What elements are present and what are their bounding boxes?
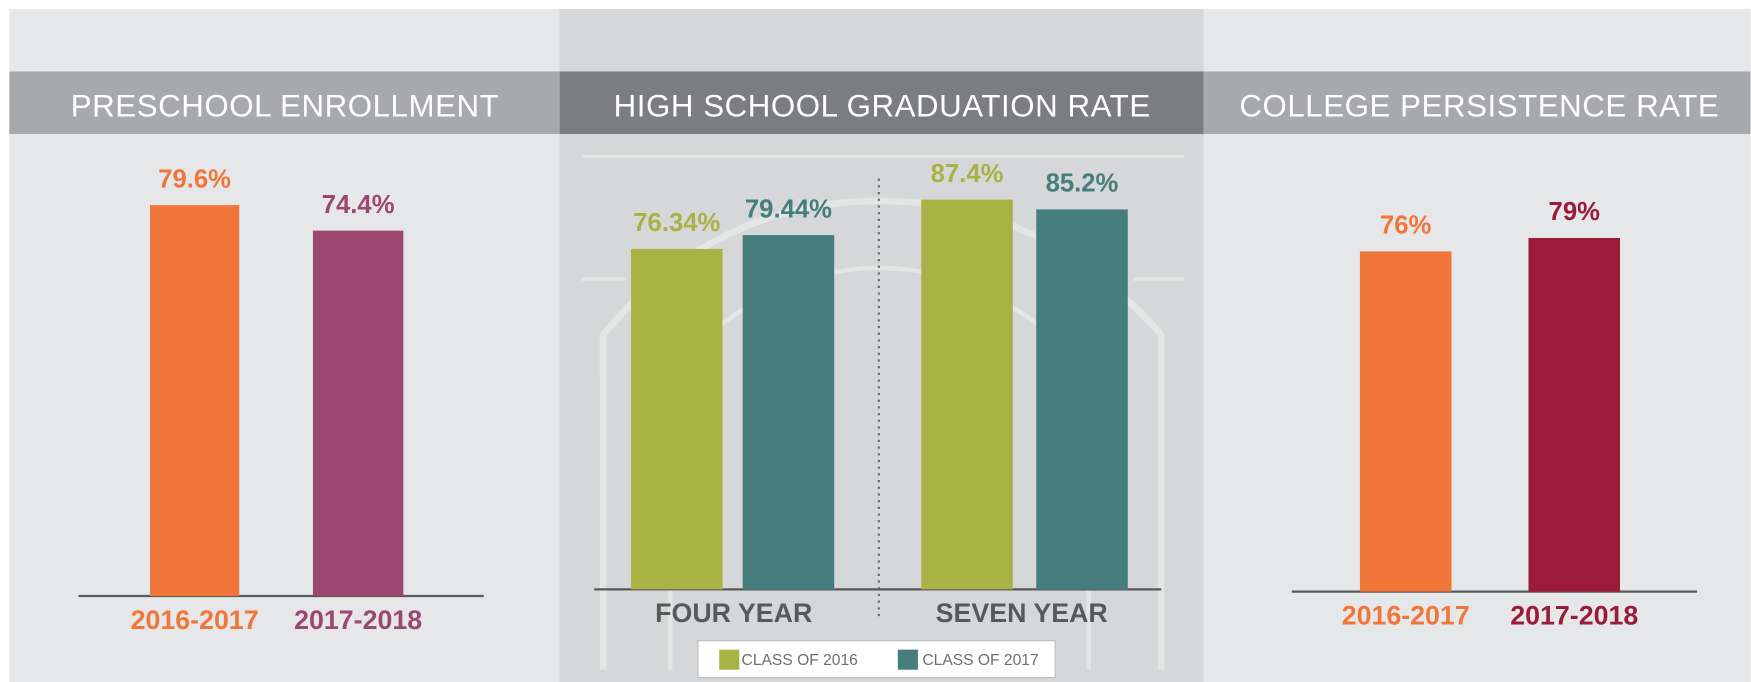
value-label: 76.34% [633, 209, 720, 237]
value-label: 79% [1549, 198, 1601, 226]
bar [313, 231, 403, 596]
legend-label: CLASS OF 2016 [742, 652, 858, 669]
bar [921, 200, 1013, 590]
legend-swatch [719, 650, 739, 670]
value-label: 85.2% [1046, 170, 1119, 198]
chart-title: HIGH SCHOOL GRADUATION RATE [614, 89, 1151, 124]
value-label: 79.44% [745, 195, 832, 223]
infographic: PRESCHOOL ENROLLMENT 79.6% 2016-2017 74.4% 2… [0, 0, 1751, 682]
bar [1528, 238, 1620, 592]
category-label: 2017-2018 [294, 605, 422, 635]
value-label: 87.4% [931, 160, 1004, 188]
category-label: SEVEN YEAR [936, 598, 1108, 628]
chart-title: PRESCHOOL ENROLLMENT [71, 89, 499, 124]
bar [1360, 251, 1452, 591]
bar [1036, 209, 1128, 589]
bar [743, 235, 835, 589]
chart-title: COLLEGE PERSISTENCE RATE [1239, 89, 1719, 124]
category-label: 2016-2017 [131, 605, 259, 635]
category-label: 2016-2017 [1342, 600, 1470, 630]
value-label: 76% [1380, 212, 1432, 240]
legend-swatch [898, 650, 918, 670]
category-label: FOUR YEAR [655, 598, 812, 628]
bar [150, 205, 239, 596]
legend-label: CLASS OF 2017 [922, 652, 1038, 669]
value-label: 79.6% [158, 165, 231, 193]
category-label: 2017-2018 [1510, 600, 1638, 630]
bar [631, 249, 723, 589]
value-label: 74.4% [322, 191, 395, 219]
